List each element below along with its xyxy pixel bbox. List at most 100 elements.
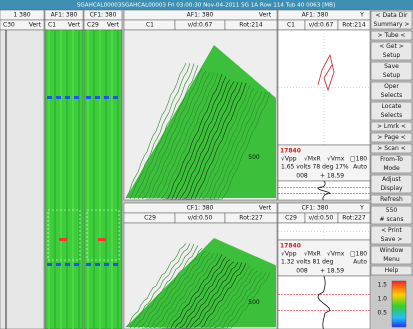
iso-header: AF1: 380 (187, 12, 214, 19)
lis-axis: Y (359, 12, 364, 19)
lis-channel: C29 (285, 215, 297, 222)
strip-indication (65, 263, 70, 266)
iso-rot: Rot:227 (239, 215, 263, 222)
color-scale-label: 1.0 (377, 296, 387, 303)
menu-button-label[interactable]: Mode (383, 165, 400, 172)
lis-rot: Rot:227 (342, 215, 366, 222)
menu-button-label[interactable]: > Lmrk < (377, 123, 406, 130)
strip-mode: Vert (107, 22, 120, 29)
lis-vd: v/d:0.50 (309, 215, 334, 222)
iso-mode: Vert (259, 205, 272, 212)
menu-button-label[interactable]: From-To (380, 156, 403, 163)
iso-channel: C29 (144, 215, 156, 222)
menu-button-label[interactable]: > Tube < (378, 32, 406, 39)
menu-button-label[interactable]: Setup (383, 72, 401, 79)
iso-vd: v/d:0.67 (188, 22, 213, 29)
lis-header: CF1: 380 (302, 205, 329, 212)
strip-mode: Vert (68, 22, 81, 29)
strip-indication (95, 96, 100, 99)
lis-option[interactable]: √MxR (304, 156, 321, 163)
iso-channel: C1 (146, 22, 154, 29)
lis-option[interactable]: □180 (350, 156, 367, 163)
strip-channel: C30 (3, 22, 15, 29)
menu-button-label[interactable]: < Print (381, 227, 402, 234)
strip-indication (104, 96, 109, 99)
lis-offset: + 18.59 (320, 173, 344, 180)
strip-indication (98, 238, 106, 241)
lis-measurement: 1.65 volts 78 deg 17% (281, 164, 349, 171)
menu-button-label[interactable]: < Get > (379, 43, 404, 50)
menu-button-label[interactable]: Refresh (380, 196, 403, 203)
strip-header: AF1: 380 (51, 12, 78, 19)
lis-mode[interactable]: Auto (353, 259, 367, 266)
strip-indication (56, 96, 61, 99)
menu-button-label[interactable]: > Scan < (377, 145, 405, 152)
menu-button-label[interactable]: Setup (383, 52, 401, 59)
menu-button-label[interactable]: Save (384, 63, 399, 70)
menu-button-label[interactable]: Window (380, 247, 404, 254)
strip-mode: Vert (29, 22, 42, 29)
strip-indication (56, 263, 61, 266)
lis-vd: v/d:0.67 (309, 22, 334, 29)
strip-indication (74, 263, 79, 266)
strip-indication (65, 96, 70, 99)
lis-option[interactable]: √Vpp (281, 251, 297, 258)
menu-button-label[interactable]: Locate (382, 103, 402, 110)
lis-option[interactable]: √MxR (304, 251, 321, 258)
lis-option[interactable]: □180 (350, 251, 367, 258)
lis-location: 008 (296, 173, 308, 180)
lis-header: AF1: 380 (302, 12, 329, 19)
lis-channel: C1 (287, 22, 295, 29)
menu-button-label[interactable]: # scans (380, 216, 404, 223)
lis-code: 17840 (280, 243, 301, 250)
app-window: SGAHCAL00003SGAHCAL00003 Fri 03:00:30 No… (0, 0, 413, 329)
strip-indication (86, 263, 91, 266)
strip-body (0, 30, 44, 329)
color-scale (392, 281, 406, 327)
window-title: SGAHCAL00003SGAHCAL00003 Fri 03:00:30 No… (77, 3, 335, 9)
strip-body (84, 30, 122, 329)
iso-vd: v/d:0.50 (188, 215, 213, 222)
strip-channel: C29 (87, 22, 99, 29)
menu-button-label[interactable]: Summary > (374, 21, 410, 28)
strip-header: CF1: 380 (90, 12, 117, 19)
color-scale-label: 1.5 (377, 282, 387, 289)
strip-indication (59, 238, 67, 241)
iso-rot: Rot:214 (239, 22, 263, 29)
lis-option[interactable]: √Vmx (327, 156, 345, 163)
iso-mode: Vert (259, 12, 272, 19)
strip-indication (47, 96, 52, 99)
menu-button-label[interactable]: Selects (381, 92, 403, 99)
strip-indication (47, 263, 52, 266)
iso-axis-label: 500 (248, 154, 260, 161)
lis-mode[interactable]: Auto (353, 164, 367, 171)
color-scale-label: 0.5 (377, 310, 387, 317)
strip-header: 1 380 (13, 12, 30, 19)
lis-offset: + 18.59 (320, 268, 344, 275)
menu-button-label[interactable]: Menu (383, 256, 400, 263)
menu-button-label[interactable]: Help (385, 267, 399, 274)
strip-channel: C1 (48, 22, 56, 29)
menu-button-label[interactable]: Display (380, 185, 403, 192)
strip-indication (86, 96, 91, 99)
lis-option[interactable]: √Vpp (281, 156, 297, 163)
lis-rot: Rot:214 (342, 22, 366, 29)
lis-measurement: 1.32 volts 81 deg (281, 259, 334, 266)
menu-button-label[interactable]: Adjust (382, 176, 401, 183)
strip-indication (113, 96, 118, 99)
strip-body (45, 30, 83, 329)
iso-axis-label: 500 (248, 299, 260, 306)
lis-axis: Y (359, 205, 364, 212)
lis-location: 008 (296, 268, 308, 275)
menu-button-label[interactable]: Save > (381, 236, 403, 243)
menu-button-label[interactable]: < Data Dir (376, 12, 408, 19)
lis-option[interactable]: √Vmx (327, 251, 345, 258)
strip-indication (113, 263, 118, 266)
lis-code: 17840 (280, 148, 301, 155)
menu-button-label[interactable]: Oper (384, 83, 399, 90)
menu-button-label[interactable]: > Page < (377, 134, 405, 141)
strip-indication (104, 263, 109, 266)
strip-indication (74, 96, 79, 99)
menu-button-label[interactable]: Selects (381, 112, 403, 119)
menu-button-label[interactable]: 550 (386, 207, 398, 214)
